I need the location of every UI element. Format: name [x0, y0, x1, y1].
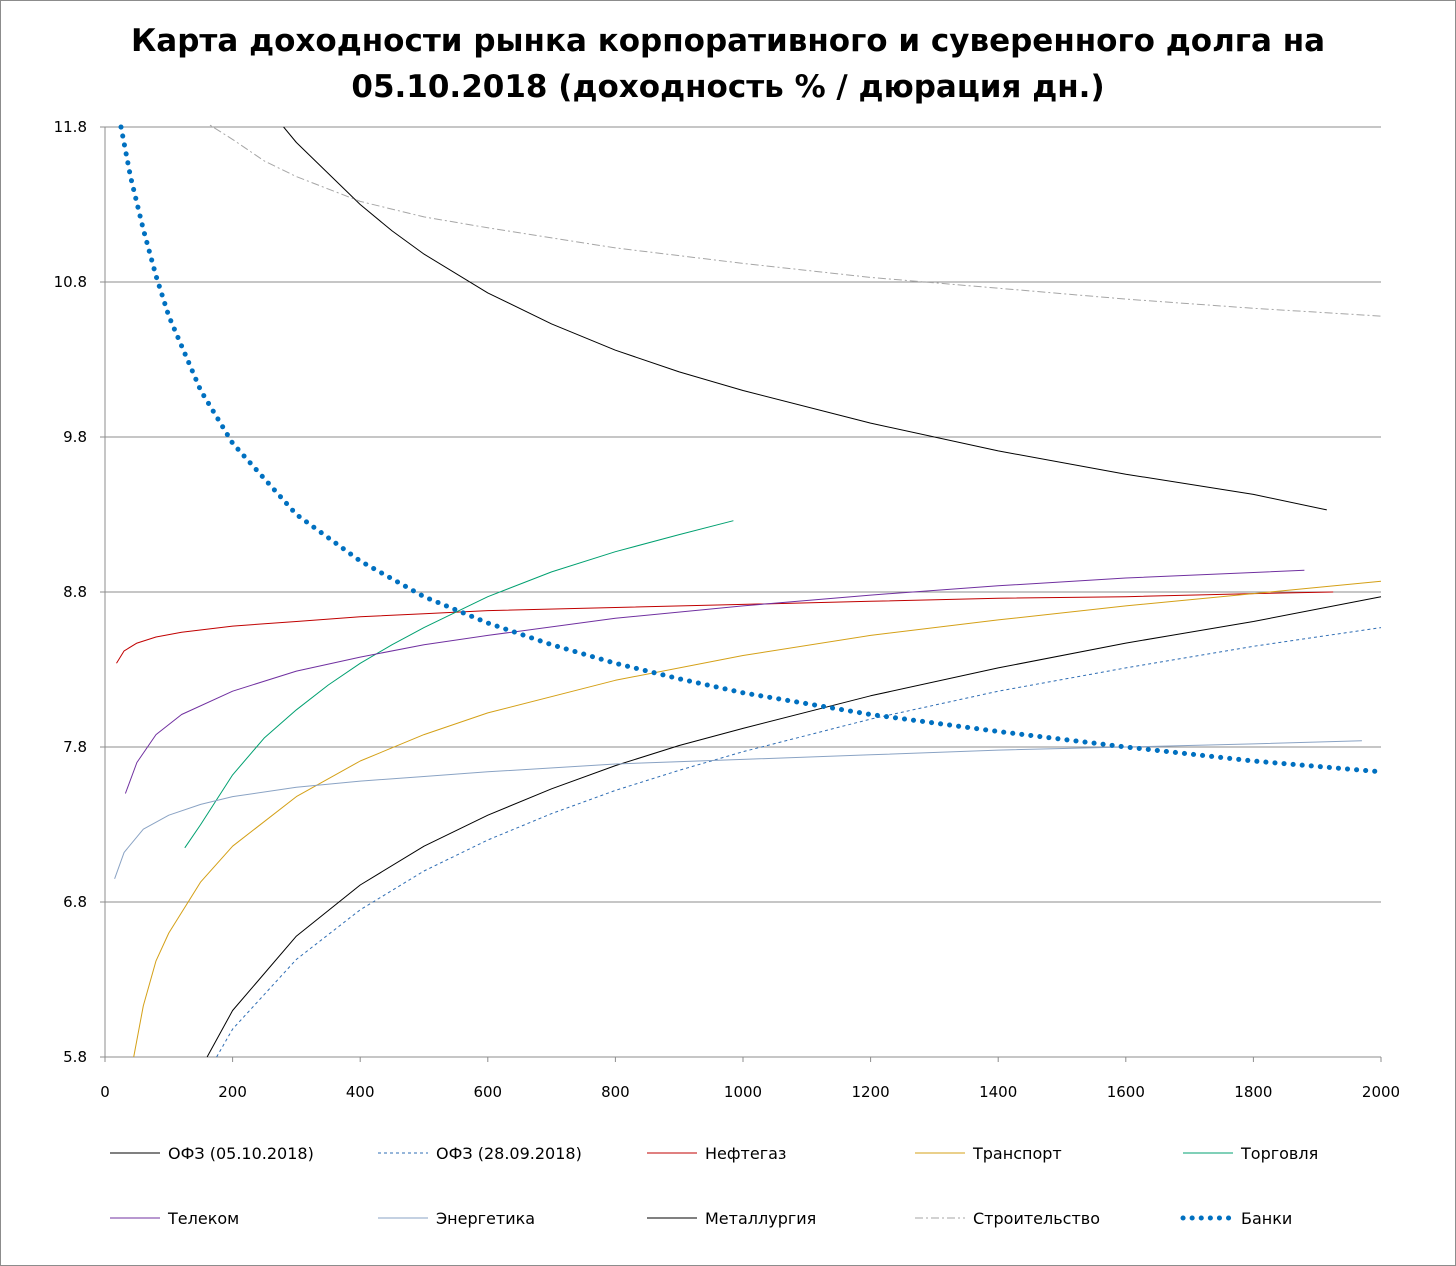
x-tick-label: 0 [100, 1083, 110, 1101]
x-tick-label: 800 [601, 1083, 630, 1101]
series-line-8 [283, 126, 1327, 511]
y-tick-label: 7.8 [63, 738, 87, 756]
chart-title: Карта доходности рынка корпоративного и … [0, 18, 1456, 110]
series-line-4 [133, 580, 1382, 1058]
y-tick-label: 6.8 [63, 893, 87, 911]
series-line-10 [118, 124, 1384, 775]
legend-label-10: Банки [1241, 1209, 1292, 1228]
legend-label-4: Транспорт [972, 1144, 1062, 1163]
legend-label-2: ОФЗ (28.09.2018) [436, 1144, 582, 1163]
y-tick-label: 5.8 [63, 1048, 87, 1066]
x-tick-label: 1200 [852, 1083, 890, 1101]
series-line-5 [184, 520, 734, 849]
series-line-1 [206, 596, 1382, 1058]
x-tick-label: 1400 [979, 1083, 1017, 1101]
x-tick-label: 1000 [724, 1083, 762, 1101]
series-line-2 [216, 627, 1382, 1058]
legend-label-1: ОФЗ (05.10.2018) [168, 1144, 314, 1163]
series-line-7 [114, 740, 1362, 879]
chart-title-line-2: 05.10.2018 (доходность % / дюрация дн.) [351, 69, 1105, 105]
chart-title-line-1: Карта доходности рынка корпоративного и … [130, 23, 1326, 59]
x-tick-label: 1800 [1234, 1083, 1272, 1101]
legend-label-5: Торговля [1240, 1144, 1318, 1163]
x-tick-label: 1600 [1107, 1083, 1145, 1101]
x-tick-label: 600 [473, 1083, 502, 1101]
legend-label-6: Телеком [167, 1209, 239, 1228]
x-tick-label: 400 [346, 1083, 375, 1101]
legend-label-8: Металлургия [705, 1209, 816, 1228]
series-line-3 [116, 591, 1334, 664]
y-tick-label: 10.8 [54, 273, 87, 291]
y-tick-label: 11.8 [54, 118, 87, 136]
series-line-6 [124, 569, 1305, 794]
y-tick-label: 9.8 [63, 428, 87, 446]
x-tick-label: 200 [218, 1083, 247, 1101]
legend-label-3: Нефтегаз [705, 1144, 786, 1163]
x-tick-label: 2000 [1362, 1083, 1400, 1101]
y-tick-label: 8.8 [63, 583, 87, 601]
legend-label-9: Строительство [973, 1209, 1100, 1228]
series-line-9 [207, 124, 1382, 317]
legend-label-7: Энергетика [436, 1209, 535, 1228]
